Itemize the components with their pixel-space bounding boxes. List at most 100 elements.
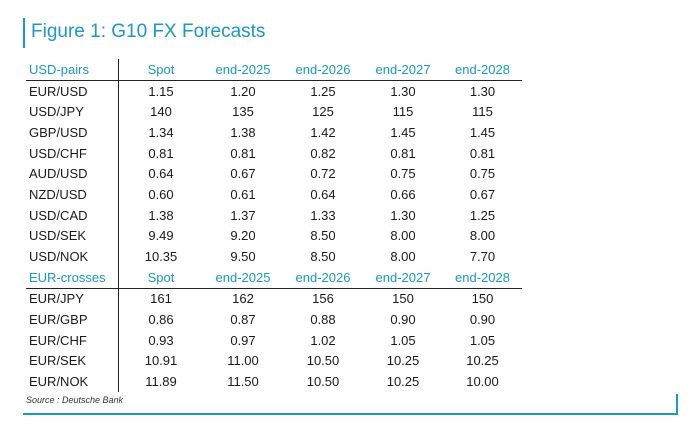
column-header: end-2027	[363, 266, 443, 289]
forecast-value: 1.25	[310, 83, 336, 99]
currency-pair: USD/CAD	[29, 207, 88, 223]
forecast-value: 1.38	[230, 124, 256, 140]
section-title: EUR-crosses	[26, 266, 119, 289]
table-row: AUD/USD 0.64 0.67 0.72 0.75 0.75	[26, 163, 522, 185]
forecast-value: 1.33	[310, 207, 336, 223]
forecast-value: 1.05	[390, 332, 416, 348]
forecast-value: 140	[118, 101, 203, 123]
column-header: end-2026	[283, 59, 363, 81]
forecast-value: 150	[392, 291, 414, 307]
forecast-value: 1.37	[230, 207, 256, 223]
column-header: end-2025	[203, 266, 283, 289]
currency-pair: EUR/GBP	[29, 312, 88, 328]
column-header: end-2028	[443, 59, 522, 81]
forecast-value: 7.70	[469, 249, 496, 265]
forecast-value: 10.50	[306, 353, 340, 369]
forecast-value: 1.30	[469, 83, 496, 99]
forecast-value: 8.50	[310, 249, 336, 265]
forecast-value: 0.64	[118, 163, 203, 185]
forecast-value: 0.97	[230, 332, 256, 348]
table-row: EUR/GBP 0.86 0.87 0.88 0.90 0.90	[26, 309, 522, 330]
currency-pair: EUR/CHF	[29, 332, 87, 348]
forecast-value: 156	[312, 291, 334, 307]
frame-bottom-rule	[23, 413, 678, 415]
forecast-value: 11.50	[227, 374, 259, 390]
column-header: end-2025	[203, 59, 283, 81]
forecast-value: 9.50	[230, 249, 256, 265]
forecast-value: 1.38	[118, 204, 203, 226]
currency-pair: GBP/USD	[29, 124, 88, 140]
forecast-value: 135	[232, 104, 254, 120]
forecast-value: 0.93	[118, 329, 203, 351]
figure-title: Figure 1: G10 FX Forecasts	[31, 21, 266, 42]
forecast-value: 0.81	[118, 142, 203, 164]
fx-forecast-table: USD-pairs Spot end-2025 end-2026 end-2027 end…	[26, 59, 522, 392]
currency-pair: EUR/NOK	[29, 374, 89, 390]
forecast-value: 0.90	[390, 312, 416, 328]
forecast-value: 10.35	[118, 246, 203, 267]
currency-pair: USD/NOK	[29, 249, 89, 265]
forecast-value: 1.42	[310, 124, 336, 140]
forecast-value: 8.00	[390, 249, 416, 265]
frame-right-rule	[676, 394, 678, 414]
forecast-value: 125	[312, 104, 334, 120]
column-header: Spot	[118, 59, 203, 81]
forecast-value: 115	[392, 104, 414, 120]
forecast-value: 0.66	[390, 186, 416, 202]
forecast-value: 10.50	[306, 374, 340, 390]
currency-pair: EUR/SEK	[29, 353, 87, 369]
forecast-value: 0.81	[390, 145, 416, 161]
section-title: USD-pairs	[26, 59, 119, 81]
forecast-value: 11.89	[118, 371, 203, 392]
currency-pair: USD/JPY	[29, 104, 84, 120]
forecast-value: 0.72	[310, 166, 336, 182]
forecast-value: 1.30	[390, 207, 416, 223]
table-row: EUR/CHF 0.93 0.97 1.02 1.05 1.05	[26, 329, 522, 351]
forecast-value: 11.00	[227, 353, 259, 369]
source-note: Source : Deutsche Bank	[26, 395, 124, 405]
column-header: Spot	[118, 266, 203, 289]
forecast-value: 0.88	[310, 312, 336, 328]
forecast-value: 0.81	[469, 145, 496, 161]
currency-pair: USD/CHF	[29, 145, 87, 161]
forecast-value: 1.20	[230, 83, 256, 99]
forecast-value: 9.49	[118, 225, 203, 247]
forecast-value: 0.75	[469, 166, 496, 182]
forecast-value: 0.64	[310, 186, 336, 202]
forecast-value: 0.75	[390, 166, 416, 182]
forecast-value: 10.00	[466, 374, 499, 390]
forecast-value: 9.20	[230, 228, 256, 244]
column-header: end-2026	[283, 266, 363, 289]
forecast-value: 1.25	[469, 207, 496, 223]
forecast-value: 0.67	[230, 166, 256, 182]
forecast-value: 10.25	[386, 353, 420, 369]
section-header-row: USD-pairs Spot end-2025 end-2026 end-2027 end…	[26, 59, 522, 81]
forecast-value: 1.45	[469, 124, 496, 140]
currency-pair: EUR/USD	[29, 83, 88, 99]
table-row: EUR/NOK 11.89 11.50 10.50 10.25 10.00	[26, 371, 522, 392]
forecast-value: 115	[472, 104, 493, 120]
forecast-value: 150	[471, 291, 494, 307]
forecast-value: 162	[232, 291, 254, 307]
forecast-value: 0.81	[230, 145, 256, 161]
forecast-value: 0.61	[230, 186, 256, 202]
currency-pair: EUR/JPY	[29, 291, 84, 307]
table-row: USD/CAD 1.38 1.37 1.33 1.30 1.25	[26, 204, 522, 226]
forecast-value: 0.60	[118, 184, 203, 205]
forecast-value: 1.45	[390, 124, 416, 140]
forecast-value: 8.00	[469, 228, 496, 244]
forecast-value: 10.25	[386, 374, 420, 390]
forecast-value: 10.91	[118, 350, 203, 372]
currency-pair: AUD/USD	[29, 166, 88, 182]
column-header: end-2028	[443, 266, 522, 289]
forecast-value: 8.00	[390, 228, 416, 244]
table-row: USD/SEK 9.49 9.20 8.50 8.00 8.00	[26, 225, 522, 247]
forecast-value: 1.02	[310, 332, 336, 348]
frame-left-rule	[23, 18, 25, 48]
currency-pair: USD/SEK	[29, 228, 87, 244]
section-header-row: EUR-crosses Spot end-2025 end-2026 end-2027 e…	[26, 266, 522, 289]
table-row: GBP/USD 1.34 1.38 1.42 1.45 1.45	[26, 122, 522, 143]
table-row: EUR/JPY 161 162 156 150 150	[26, 288, 522, 310]
column-header: end-2027	[363, 59, 443, 81]
table-row: USD/JPY 140 135 125 115 115	[26, 101, 522, 123]
